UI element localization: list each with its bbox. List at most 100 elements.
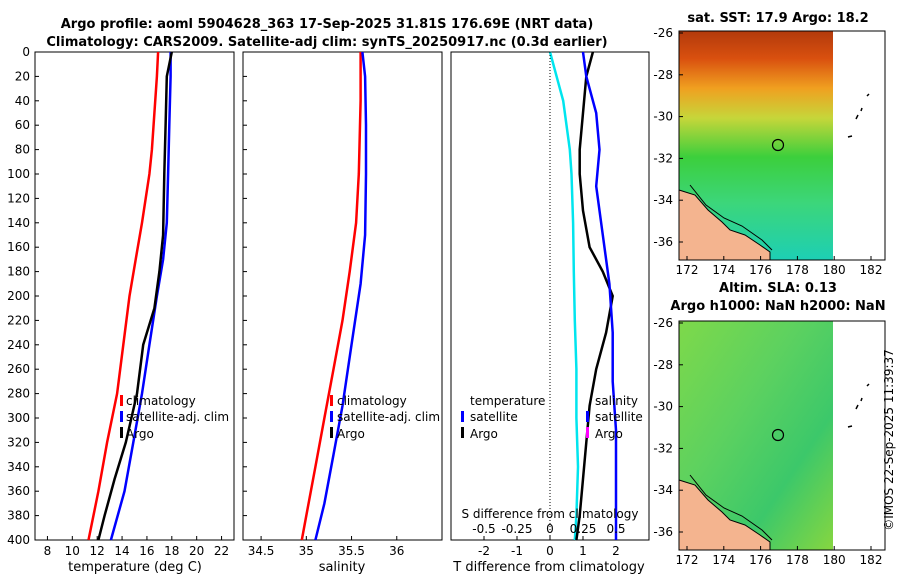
x-tick-label: 36	[389, 544, 404, 558]
legend-swatch-temp-argo	[461, 427, 464, 438]
legend-label-climatology: climatology	[126, 394, 196, 408]
y-tick-label: 60	[15, 118, 30, 132]
y-tick-label: 100	[7, 167, 30, 181]
map-lat-tick-label: -26	[653, 316, 673, 330]
bathymetry-contour	[689, 184, 773, 251]
bathymetry-contour	[689, 474, 773, 541]
x-tick-label: 35.5	[338, 544, 365, 558]
y-tick-label: 140	[7, 216, 30, 230]
legend-title-temperature: temperature	[470, 394, 545, 408]
series-line-satellite-adj-clim	[109, 52, 172, 541]
map-lon-tick-label: 178	[786, 553, 809, 567]
island-marks	[847, 383, 870, 428]
x-tick-label: 12	[90, 544, 105, 558]
x2-tick-label: 0	[546, 522, 554, 536]
y-tick-label: 320	[7, 435, 30, 449]
map-bottom-title1: Altim. SLA: 0.13	[719, 281, 837, 296]
legend-label-argo: Argo	[337, 427, 365, 441]
map-lat-tick-label: -36	[653, 235, 673, 249]
legend-label-argo: Argo	[126, 427, 154, 441]
x-tick-label: 1	[579, 544, 587, 558]
x-tick-label: 20	[189, 544, 204, 558]
x-tick-label: 35	[299, 544, 314, 558]
difference-plot: -2 -1 0 1 2 -0.5 -0.25 0 0.25 0.5	[472, 51, 626, 558]
map-lat-tick-label: -36	[653, 525, 673, 539]
x-tick-label: 2	[612, 544, 620, 558]
argo-location-marker	[771, 428, 785, 442]
map-lon-tick-label: 182	[860, 553, 883, 567]
figure-title-line1: Argo profile: aoml 5904628_363 17-Sep-20…	[61, 17, 594, 32]
salinity-xlabel: salinity	[319, 560, 366, 575]
map-lat-tick-label: -30	[653, 400, 673, 414]
map-lon-tick-label: 176	[749, 553, 772, 567]
y-tick-label: 240	[7, 338, 30, 352]
y-tick-label: 220	[7, 313, 30, 327]
y-tick-label: 340	[7, 460, 30, 474]
map-lat-tick-label: -32	[653, 441, 673, 455]
x-tick-label: 16	[139, 544, 154, 558]
map-lat-tick-label: -28	[653, 358, 673, 372]
y-tick-label: 0	[22, 45, 30, 59]
salinity-legend: climatology satellite-adj. clim Argo	[330, 394, 440, 441]
x-tick-label: 34.5	[248, 544, 275, 558]
x-tick-label: -2	[478, 544, 490, 558]
land-shape	[678, 479, 771, 551]
temperature-plot: 0 20 40 60 80 100 120 140 160 180 200 220 240 260 280 3…	[7, 45, 229, 558]
land-shape	[678, 189, 771, 261]
map-lon-tick-label: 176	[749, 263, 772, 277]
map-lat-tick-label: -30	[653, 110, 673, 124]
legend-label-climatology: climatology	[337, 394, 407, 408]
y-tick-label: 400	[7, 533, 30, 547]
series-line-satellite-adj-clim	[314, 51, 368, 541]
y-tick-label: 280	[7, 387, 30, 401]
series-line-temperature-satellite	[548, 51, 580, 541]
sst-map-frame	[678, 30, 886, 261]
legend-swatch-satellite	[330, 411, 333, 422]
x2-tick-label: 0.5	[606, 522, 625, 536]
salinity-panel-frame	[242, 51, 443, 541]
y-tick-label: 160	[7, 240, 30, 254]
map-top-title: sat. SST: 17.9 Argo: 18.2	[687, 11, 868, 26]
legend-swatch-sal-argo	[586, 427, 589, 438]
argo-location-marker	[771, 138, 785, 152]
x2-tick-label: -0.5	[472, 522, 495, 536]
y-tick-label: 40	[15, 94, 30, 108]
legend-swatch-argo	[330, 427, 333, 438]
series-line-salinity-satellite	[581, 51, 618, 540]
map-lat-tick-label: -34	[653, 193, 673, 207]
map-lat-tick-label: -32	[653, 151, 673, 165]
y-tick-label: 120	[7, 191, 30, 205]
y-tick-label: 260	[7, 362, 30, 376]
temperature-panel-frame	[34, 51, 235, 541]
x-tick-label: 14	[114, 544, 129, 558]
y-tick-label: 80	[15, 143, 30, 157]
difference-xlabel: T difference from climatology	[452, 560, 645, 575]
temperature-xlabel: temperature (deg C)	[68, 560, 202, 575]
sla-map-frame	[678, 320, 886, 551]
legend-swatch-satellite	[120, 411, 123, 422]
x-tick-label: 18	[164, 544, 179, 558]
series-line-temperature-argo	[575, 51, 614, 541]
map-lat-tick-label: -26	[653, 26, 673, 40]
legend-swatch-climatology	[120, 395, 123, 406]
legend-label-satellite: satellite-adj. clim	[337, 410, 440, 424]
series-line-argo	[97, 51, 174, 541]
sla-map	[678, 320, 886, 551]
x-tick-label: 10	[65, 544, 80, 558]
imos-stamp: ©IMOS 22-Sep-2025 11:39:37	[882, 349, 896, 531]
salinity-plot: 34.5 35 35.5 36	[243, 51, 404, 558]
x-tick-label: 0	[546, 544, 554, 558]
y-tick-label: 200	[7, 289, 30, 303]
x-tick-label: 22	[214, 544, 229, 558]
map-lon-tick-label: 182	[860, 263, 883, 277]
legend-label-sal-satellite: satellite	[595, 410, 643, 424]
map-lon-tick-label: 178	[786, 263, 809, 277]
map-lat-tick-label: -34	[653, 483, 673, 497]
y-tick-label: 360	[7, 484, 30, 498]
series-line-climatology	[300, 52, 362, 541]
y-tick-label: 180	[7, 265, 30, 279]
map-lon-tick-label: 174	[712, 263, 735, 277]
x-tick-label: -1	[511, 544, 523, 558]
y-tick-label: 380	[7, 509, 30, 523]
